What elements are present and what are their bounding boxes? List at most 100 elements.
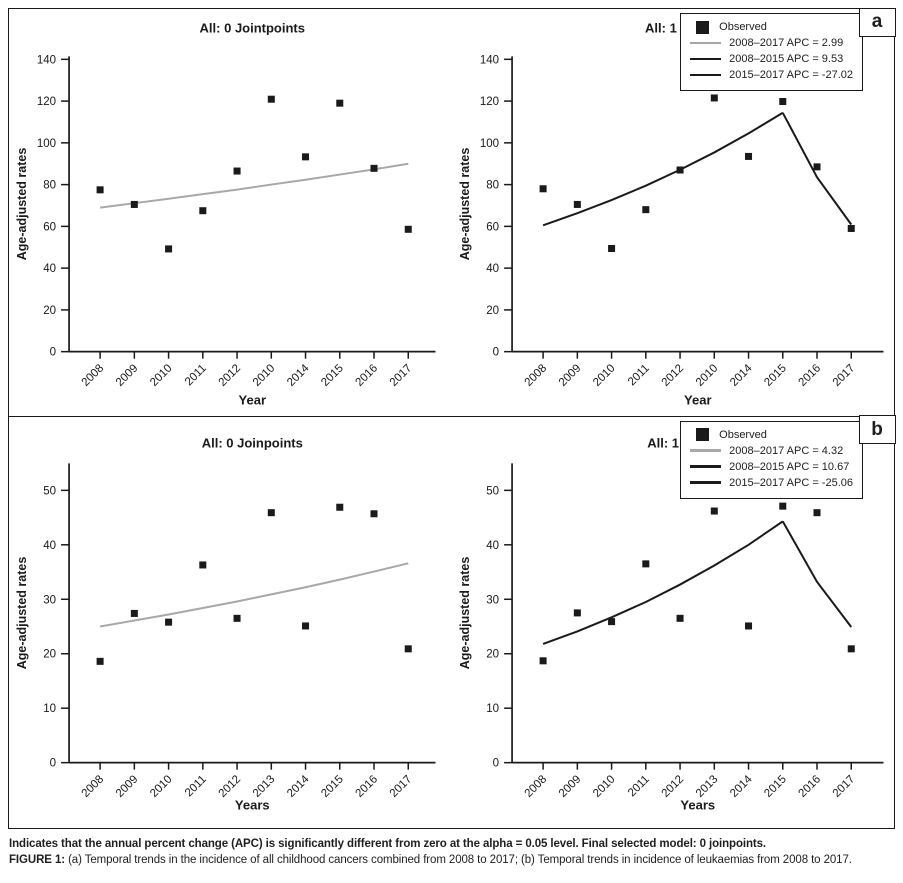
x-tick-label: 2015	[762, 362, 789, 389]
panel-b: All: 0 Joinpoints Age-adjusted rates 0 10 20…	[8, 415, 896, 829]
legend-observed-label: Observed	[719, 428, 767, 441]
observed-point	[199, 207, 207, 215]
observed-point	[744, 152, 752, 160]
subplot-title: All: 0 Jointpoints	[200, 20, 305, 35]
observed-point	[336, 99, 344, 107]
legend-observed-row: Observed	[690, 427, 853, 443]
y-tick-label: 20	[486, 305, 499, 317]
legend-entry-label: 2015–2017 APC = -27.02	[729, 69, 853, 81]
observed-point	[539, 656, 547, 664]
chart-svg: All: 0 Joinpoints Age-adjusted rates 0 10 20…	[15, 435, 436, 812]
legend-entry-row: 2008–2017 APC = 4.32	[690, 443, 853, 459]
y-tick-label: 20	[486, 648, 499, 660]
y-axis-label: Age-adjusted rates	[458, 556, 472, 669]
observed-point	[710, 94, 718, 102]
y-tick-label: 20	[43, 648, 56, 660]
x-axis-label: Year	[684, 393, 711, 408]
caption-figure-text: (a) Temporal trends in the incidence of …	[64, 853, 852, 866]
legend-observed-label: Observed	[719, 21, 767, 33]
x-tick-label: 2010	[148, 773, 175, 800]
chart-b-0-joinpoints: All: 0 Joinpoints Age-adjusted rates 0 10 20…	[9, 417, 452, 828]
observed-point	[302, 153, 310, 161]
x-axis-label: Year	[239, 393, 266, 408]
panel-b-subplots: All: 0 Joinpoints Age-adjusted rates 0 10 20…	[9, 417, 894, 828]
y-axis-label: Age-adjusted rates	[458, 148, 472, 261]
trend-line	[99, 561, 409, 627]
x-tick-label: 2011	[183, 362, 209, 388]
legend-panel-a: Observed 2008–2017 APC = 2.99 2008–2015 AP…	[680, 13, 863, 91]
x-tick-label: 2016	[354, 773, 381, 800]
observed-point	[607, 245, 615, 253]
x-tick-label: 2011	[183, 773, 209, 799]
y-tick-label: 10	[43, 703, 56, 715]
x-tick-label: 2009	[114, 773, 141, 800]
legend-entry-row: 2008–2017 APC = 2.99	[690, 35, 853, 51]
observed-point	[813, 163, 821, 171]
observed-point	[813, 508, 821, 516]
y-tick-label: 100	[37, 138, 56, 150]
y-tick-label: 60	[486, 221, 499, 233]
observed-point	[778, 502, 786, 510]
y-tick-label: 60	[43, 221, 56, 233]
trend-line	[781, 112, 852, 226]
trend-line	[781, 520, 852, 628]
x-tick-label: 2008	[80, 773, 107, 800]
legend-entry-row: 2015–2017 APC = -27.02	[690, 67, 853, 83]
observed-point	[607, 617, 615, 625]
observed-point	[130, 609, 138, 617]
caption-note: Indicates that the annual percent change…	[9, 837, 767, 850]
observed-point	[370, 509, 378, 517]
panel-a-badge: a	[858, 7, 896, 37]
y-tick-label: 140	[479, 54, 498, 66]
y-tick-label: 50	[486, 485, 499, 497]
legend-observed-row: Observed	[690, 19, 853, 35]
x-tick-label: 2012	[659, 773, 686, 800]
x-tick-label: 2015	[762, 773, 789, 800]
chart-a-0-jointpoints: All: 0 Jointpoints Age-adjusted rates 0 20 4…	[9, 9, 452, 416]
y-tick-label: 120	[37, 96, 56, 108]
subplot-title: All: 0 Joinpoints	[202, 435, 303, 450]
x-tick-label: 2017	[830, 362, 857, 389]
x-axis-label: Years	[680, 797, 715, 812]
x-tick-label: 2012	[217, 362, 244, 389]
observed-point	[165, 245, 173, 253]
x-tick-label: 2013	[693, 773, 720, 800]
x-tick-label: 2008	[522, 362, 549, 389]
observed-point	[267, 508, 275, 516]
trend-line-icon	[690, 57, 722, 61]
legend-entry-label: 2008–2015 APC = 10.67	[729, 460, 850, 473]
y-tick-label: 40	[43, 539, 56, 551]
x-tick-label: 2011	[625, 362, 651, 388]
legend-entry-label: 2008–2015 APC = 9.53	[729, 53, 844, 65]
observed-point	[165, 618, 173, 626]
x-tick-label: 2009	[556, 362, 583, 389]
legend-entry-row: 2008–2015 APC = 10.67	[690, 459, 853, 475]
legend-entry-row: 2008–2015 APC = 9.53	[690, 51, 853, 67]
trend-line-icon	[690, 41, 722, 45]
observed-point	[847, 644, 855, 652]
x-tick-label: 2014	[285, 362, 312, 389]
observed-point	[199, 560, 207, 568]
x-tick-label: 2009	[556, 773, 583, 800]
x-tick-label: 2008	[522, 773, 549, 800]
x-tick-label: 2017	[388, 773, 415, 800]
caption-figure-label: FIGURE 1:	[9, 853, 65, 866]
trend-line-icon	[690, 481, 722, 484]
observed-point	[96, 657, 104, 665]
y-tick-label: 0	[50, 757, 56, 769]
y-tick-label: 0	[492, 757, 498, 769]
observed-point	[778, 98, 786, 106]
trend-line-icon	[690, 465, 722, 468]
legend-entry-label: 2008–2017 APC = 2.99	[729, 37, 844, 49]
observed-point	[336, 503, 344, 511]
x-tick-label: 2012	[217, 773, 244, 800]
x-tick-label: 2010	[693, 362, 720, 389]
panel-a: All: 0 Jointpoints Age-adjusted rates 0 20 4…	[8, 7, 896, 417]
y-tick-label: 40	[486, 263, 499, 275]
trend-line	[542, 111, 783, 227]
y-tick-label: 30	[486, 594, 499, 606]
y-tick-label: 20	[43, 305, 56, 317]
trend-line-icon	[690, 73, 722, 77]
x-tick-label: 2012	[659, 362, 686, 389]
observed-point	[404, 225, 412, 233]
